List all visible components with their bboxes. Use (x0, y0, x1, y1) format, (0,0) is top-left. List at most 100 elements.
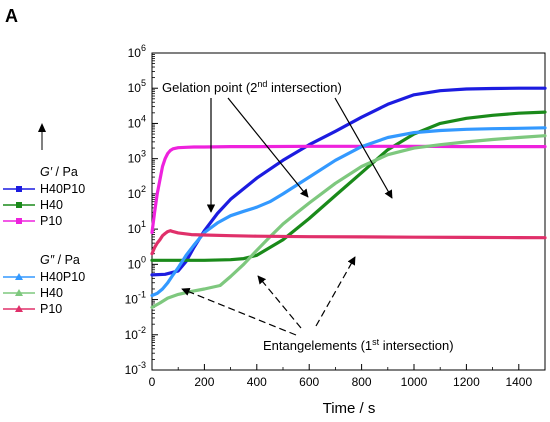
series-line-G-h40 (150, 110, 547, 262)
legend-triangle-marker (15, 289, 23, 296)
data-point (169, 229, 172, 232)
data-point (150, 306, 154, 309)
x-tick-label: 1400 (505, 375, 532, 389)
data-point (543, 145, 547, 148)
data-point (281, 238, 285, 241)
data-point (255, 176, 258, 180)
data-point (229, 145, 232, 148)
legend-square-marker (16, 186, 22, 192)
data-point (177, 259, 180, 262)
data-point (517, 145, 520, 148)
data-point (229, 275, 232, 278)
y-tick-label: 103 (128, 149, 146, 166)
legend-triangle-marker (15, 273, 23, 280)
data-point (177, 231, 180, 235)
data-point (166, 152, 169, 155)
data-point (465, 87, 468, 91)
data-point (255, 206, 258, 209)
data-point (360, 171, 363, 174)
data-point (218, 284, 222, 287)
data-point (229, 258, 232, 261)
legend-entry-label: H40 (40, 198, 63, 212)
series-layer (150, 86, 547, 309)
x-axis: 0 200 400 600 800 1000 1200 1400 (149, 364, 532, 389)
data-point (360, 116, 363, 119)
data-point (171, 230, 175, 233)
data-point (153, 246, 156, 249)
series-line-G-p10 (150, 229, 547, 256)
data-point (177, 266, 180, 269)
data-point (184, 146, 188, 149)
data-point (150, 294, 154, 297)
data-point (242, 257, 245, 260)
data-point (334, 182, 337, 185)
data-point (439, 129, 442, 132)
data-point (156, 241, 159, 245)
data-point (334, 194, 337, 197)
data-point (465, 128, 468, 131)
data-point (255, 145, 258, 148)
data-point (439, 143, 442, 146)
gelation-arrow-3 (334, 97, 393, 199)
data-point (190, 233, 193, 236)
y-tick-label: 100 (128, 254, 146, 271)
data-point (517, 112, 520, 115)
data-point (242, 210, 245, 213)
data-point (255, 249, 258, 252)
data-point (229, 234, 232, 237)
data-point (465, 236, 468, 239)
gelation-arrow-2 (227, 97, 309, 198)
data-point (158, 301, 162, 305)
data-point (334, 130, 337, 133)
data-point (386, 103, 389, 106)
legend-entry-label: P10 (40, 302, 62, 316)
data-point (517, 87, 520, 90)
data-point (158, 178, 162, 182)
legend-square-marker (16, 202, 22, 208)
legend-entry-label: H40P10 (40, 270, 85, 284)
legend-entry-label: H40P10 (40, 182, 85, 196)
legend-group-title: G″ / Pa (40, 253, 80, 267)
data-point (308, 175, 311, 179)
data-point (308, 217, 311, 220)
data-point (150, 252, 154, 255)
data-point (242, 263, 245, 266)
data-point (156, 292, 159, 295)
data-point (203, 145, 206, 149)
legend-entry-label: P10 (40, 214, 62, 228)
data-point (156, 192, 159, 196)
entanglement-arrow-2 (257, 275, 302, 329)
data-point (465, 145, 468, 148)
data-point (163, 232, 167, 235)
data-point (439, 89, 442, 92)
data-point (308, 235, 311, 238)
data-point (360, 165, 363, 168)
data-point (491, 114, 494, 117)
data-point (491, 138, 494, 141)
entanglement-arrow-3 (315, 256, 356, 327)
data-point (255, 254, 258, 257)
data-point (169, 149, 172, 152)
y-axis: 10-3 10-2 10-1 100 101 102 103 104 105 106 (125, 43, 158, 377)
data-point (177, 293, 180, 296)
data-point (177, 146, 180, 149)
legend-triangle-marker (15, 305, 23, 312)
y-tick-label: 10-3 (125, 360, 146, 377)
data-point (161, 234, 164, 237)
data-point (543, 110, 547, 114)
data-point (203, 287, 206, 291)
legend-group-title: G′ / Pa (40, 165, 78, 179)
data-point (161, 287, 164, 291)
data-point (153, 211, 156, 214)
data-point (268, 200, 272, 203)
data-point (150, 273, 154, 277)
data-point (255, 235, 258, 238)
x-tick-label: 400 (247, 375, 267, 389)
data-point (465, 140, 468, 144)
y-tick-label: 10-1 (125, 290, 146, 307)
entanglement-arrow-1 (181, 287, 297, 336)
y-tick-label: 101 (128, 219, 146, 236)
plot-frame (151, 52, 546, 371)
